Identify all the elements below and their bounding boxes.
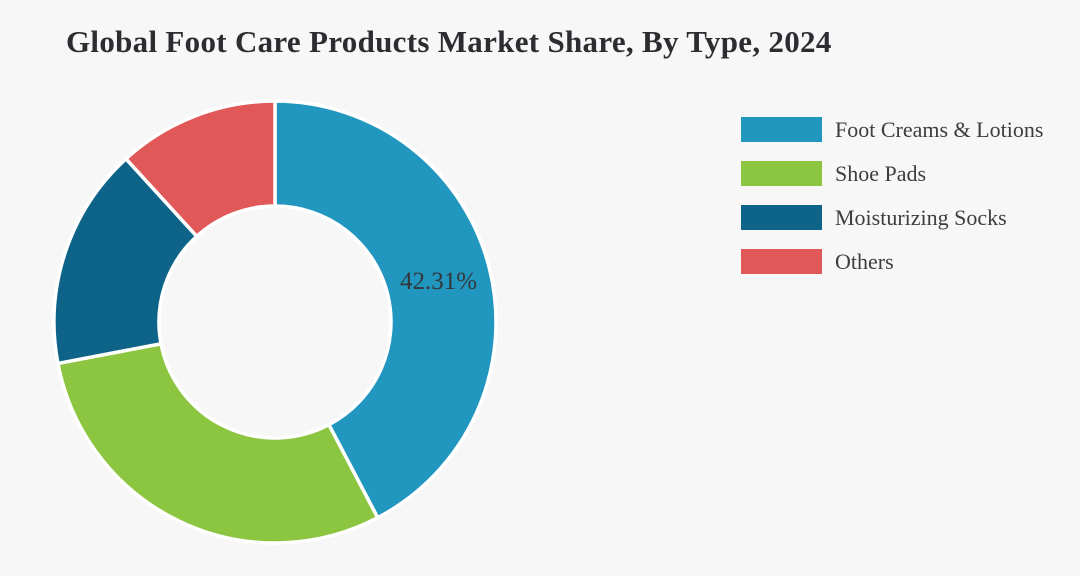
chart-title: Global Foot Care Products Market Share, … [66, 24, 832, 59]
legend-swatch [741, 249, 822, 274]
legend-label: Others [835, 248, 894, 274]
legend-item-others[interactable]: Others [741, 249, 1043, 274]
donut-slice-shoe-pads[interactable] [56, 341, 380, 545]
legend-item-shoe-pads[interactable]: Shoe Pads [741, 161, 1043, 186]
legend-label: Shoe Pads [835, 160, 927, 186]
donut-slice-moisturizing-socks[interactable] [52, 157, 199, 366]
legend-swatch [741, 161, 822, 186]
donut-slice-foot-creams-lotions[interactable] [273, 99, 498, 520]
chart-legend: Foot Creams & Lotions Shoe Pads Moisturizi… [741, 117, 1043, 293]
legend-label: Moisturizing Socks [835, 204, 1007, 230]
legend-swatch [741, 205, 822, 230]
slice-data-label: 42.31% [400, 268, 477, 295]
legend-item-moisturizing-socks[interactable]: Moisturizing Socks [741, 205, 1043, 230]
legend-label: Foot Creams & Lotions [835, 116, 1044, 142]
donut-slice-others[interactable] [124, 99, 277, 239]
donut-chart: 42.31% [52, 99, 498, 545]
legend-swatch [741, 117, 822, 142]
legend-item-foot-creams-lotions[interactable]: Foot Creams & Lotions [741, 117, 1043, 142]
